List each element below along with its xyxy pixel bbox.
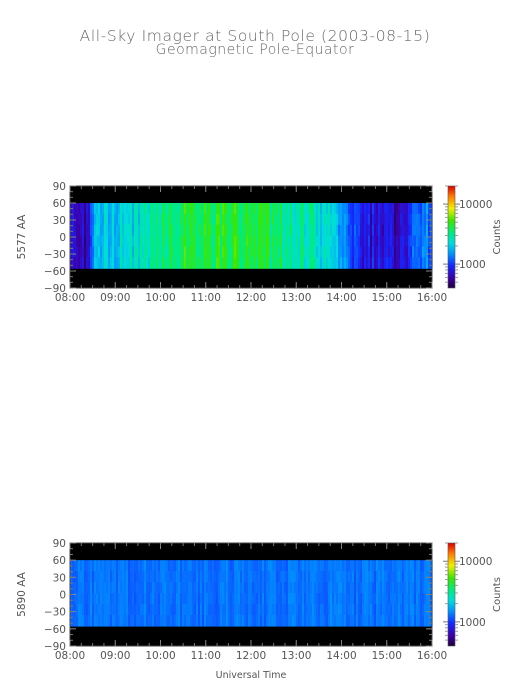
x-tick-label: 14:00 [326, 292, 356, 304]
colorbar-frame [447, 185, 456, 289]
y-tick-label: 60 [53, 198, 66, 210]
x-tick-label: 11:00 [191, 292, 221, 304]
x-tick-label: 14:00 [326, 650, 356, 662]
x-tick-label: 15:00 [372, 650, 402, 662]
data-band [70, 560, 433, 627]
x-tick-label: 11:00 [191, 650, 221, 662]
colorbar [448, 186, 455, 288]
y-tick-label: −30 [44, 249, 66, 261]
y-tick-label: −60 [44, 624, 66, 636]
x-tick-label: 15:00 [372, 292, 402, 304]
data-band [70, 203, 433, 269]
y-tick-label: 30 [53, 572, 66, 584]
y-tick-label: 90 [53, 181, 66, 193]
x-axis-label: Universal Time [216, 670, 287, 680]
y-tick-label: 0 [59, 590, 66, 602]
x-tick-label: 09:00 [100, 292, 130, 304]
x-tick-label: 13:00 [281, 292, 311, 304]
colorbar-label: Counts [492, 220, 503, 255]
x-tick-label: 12:00 [236, 650, 266, 662]
y-tick-label: −90 [44, 641, 66, 653]
colorbar-label: Counts [492, 577, 503, 612]
x-tick-label: 09:00 [100, 650, 130, 662]
y-tick-label: −30 [44, 607, 66, 619]
x-tick-label: 13:00 [281, 650, 311, 662]
y-tick-label: 60 [53, 555, 66, 567]
x-tick-label: 16:00 [417, 292, 447, 304]
chart-title: All-Sky Imager at South Pole (2003-08-15… [79, 27, 431, 45]
y-tick-label: 90 [53, 538, 66, 550]
x-tick-label: 10:00 [145, 292, 175, 304]
colorbar-tick-label: 1000 [459, 259, 486, 271]
colorbar [448, 543, 455, 646]
y-tick-label: −60 [44, 266, 66, 278]
y-axis-label: 5577 AA [16, 214, 28, 260]
y-tick-label: 0 [59, 232, 66, 244]
x-tick-label: 08:00 [55, 650, 85, 662]
colorbar-tick-label: 10000 [459, 556, 492, 568]
x-tick-label: 08:00 [55, 292, 85, 304]
colorbar-tick-label: 1000 [459, 617, 486, 629]
x-tick-label: 10:00 [145, 650, 175, 662]
y-tick-label: −90 [44, 283, 66, 295]
x-tick-label: 16:00 [417, 650, 447, 662]
x-tick-label: 12:00 [236, 292, 266, 304]
y-tick-label: 30 [53, 215, 66, 227]
y-axis-label: 5890 AA [16, 571, 28, 617]
colorbar-frame [447, 542, 456, 647]
colorbar-tick-label: 10000 [459, 199, 492, 211]
chart-subtitle: Geomagnetic Pole-Equator [155, 42, 355, 58]
